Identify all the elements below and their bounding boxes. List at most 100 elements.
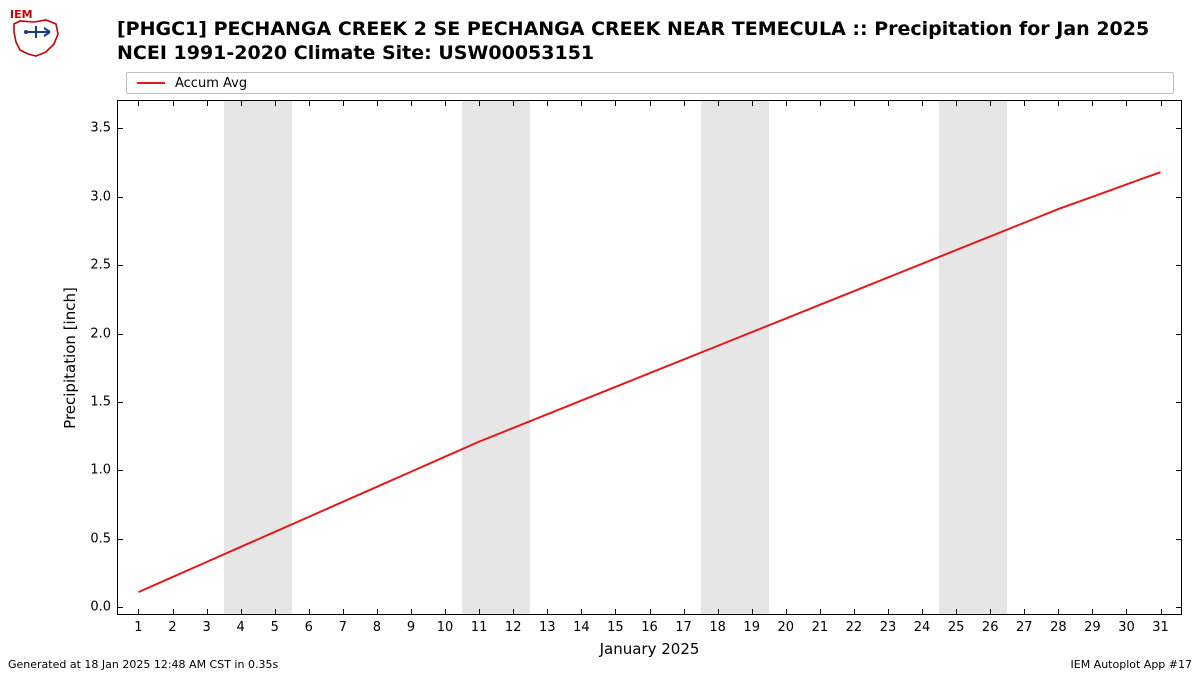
x-tick-mark	[411, 101, 412, 106]
page: IEM [PHGC1] PECHANGA CREEK 2 SE PECHANGA…	[0, 0, 1200, 675]
x-tick-mark	[956, 101, 957, 106]
x-tick-label: 23	[880, 620, 897, 635]
chart-title: [PHGC1] PECHANGA CREEK 2 SE PECHANGA CRE…	[117, 18, 1149, 66]
title-line2: NCEI 1991-2020 Climate Site: USW00053151	[117, 42, 594, 64]
y-tick-label: 3.0	[90, 189, 111, 204]
x-tick-mark	[1161, 609, 1162, 614]
x-tick-label: 19	[743, 620, 760, 635]
x-tick-mark	[820, 101, 821, 106]
y-tick-mark	[1176, 128, 1181, 129]
x-tick-label: 14	[573, 620, 590, 635]
x-tick-label: 2	[168, 620, 176, 635]
x-tick-mark	[990, 609, 991, 614]
y-tick-label: 2.5	[90, 258, 111, 273]
x-tick-mark	[207, 609, 208, 614]
x-tick-label: 6	[305, 620, 313, 635]
x-tick-mark	[241, 101, 242, 106]
x-tick-mark	[547, 101, 548, 106]
y-tick-mark	[118, 539, 123, 540]
y-tick-label: 3.5	[90, 121, 111, 136]
x-tick-mark	[479, 101, 480, 106]
x-tick-mark	[1024, 609, 1025, 614]
x-tick-mark	[513, 609, 514, 614]
title-line1: [PHGC1] PECHANGA CREEK 2 SE PECHANGA CRE…	[117, 18, 1149, 40]
legend-label: Accum Avg	[175, 76, 247, 91]
y-tick-label: 2.0	[90, 326, 111, 341]
x-tick-mark	[854, 609, 855, 614]
x-tick-mark	[173, 609, 174, 614]
x-tick-mark	[1058, 101, 1059, 106]
x-tick-label: 24	[914, 620, 931, 635]
x-tick-mark	[343, 101, 344, 106]
x-tick-mark	[241, 609, 242, 614]
x-tick-mark	[1126, 101, 1127, 106]
x-tick-mark	[888, 609, 889, 614]
x-tick-mark	[615, 101, 616, 106]
x-tick-mark	[922, 609, 923, 614]
x-tick-label: 26	[982, 620, 999, 635]
x-tick-mark	[684, 101, 685, 106]
x-tick-mark	[1092, 101, 1093, 106]
x-tick-mark	[138, 609, 139, 614]
x-tick-mark	[752, 101, 753, 106]
x-tick-label: 27	[1016, 620, 1033, 635]
x-tick-mark	[718, 609, 719, 614]
x-axis-label: January 2025	[117, 640, 1182, 658]
x-tick-label: 29	[1084, 620, 1101, 635]
x-tick-mark	[581, 101, 582, 106]
x-tick-mark	[718, 101, 719, 106]
y-tick-mark	[118, 607, 123, 608]
x-tick-label: 13	[539, 620, 556, 635]
x-tick-mark	[990, 101, 991, 106]
y-axis-label: Precipitation [inch]	[60, 100, 80, 615]
x-tick-label: 5	[271, 620, 279, 635]
footer-right: IEM Autoplot App #17	[1071, 658, 1193, 671]
x-tick-mark	[309, 609, 310, 614]
x-tick-label: 10	[437, 620, 454, 635]
y-tick-mark	[1176, 607, 1181, 608]
x-tick-label: 4	[237, 620, 245, 635]
x-tick-mark	[786, 101, 787, 106]
x-tick-label: 31	[1152, 620, 1169, 635]
x-tick-label: 3	[202, 620, 210, 635]
y-tick-mark	[118, 402, 123, 403]
y-tick-label: 0.5	[90, 531, 111, 546]
x-tick-mark	[173, 101, 174, 106]
x-tick-label: 1	[134, 620, 142, 635]
x-tick-mark	[854, 101, 855, 106]
x-tick-mark	[752, 609, 753, 614]
y-tick-mark	[1176, 402, 1181, 403]
x-tick-mark	[513, 101, 514, 106]
x-tick-mark	[309, 101, 310, 106]
x-tick-label: 30	[1118, 620, 1135, 635]
y-tick-mark	[118, 334, 123, 335]
x-tick-mark	[343, 609, 344, 614]
line-series-svg	[118, 101, 1181, 614]
x-tick-label: 18	[709, 620, 726, 635]
x-tick-label: 22	[846, 620, 863, 635]
x-tick-label: 17	[675, 620, 692, 635]
x-tick-mark	[1024, 101, 1025, 106]
logo-text: IEM	[10, 8, 33, 21]
x-tick-mark	[377, 101, 378, 106]
x-tick-mark	[650, 101, 651, 106]
x-tick-mark	[445, 101, 446, 106]
x-tick-mark	[1161, 101, 1162, 106]
x-tick-label: 28	[1050, 620, 1067, 635]
x-tick-label: 16	[641, 620, 658, 635]
footer-left: Generated at 18 Jan 2025 12:48 AM CST in…	[8, 658, 278, 671]
x-tick-mark	[207, 101, 208, 106]
y-tick-mark	[118, 197, 123, 198]
x-tick-label: 7	[339, 620, 347, 635]
plot-area	[117, 100, 1182, 615]
x-tick-mark	[650, 609, 651, 614]
series-line	[138, 172, 1160, 592]
x-tick-label: 21	[812, 620, 829, 635]
y-tick-mark	[118, 128, 123, 129]
iem-logo-icon: IEM	[6, 6, 64, 60]
x-tick-mark	[684, 609, 685, 614]
y-tick-label: 0.0	[90, 600, 111, 615]
y-tick-mark	[118, 265, 123, 266]
x-tick-mark	[956, 609, 957, 614]
x-tick-mark	[547, 609, 548, 614]
